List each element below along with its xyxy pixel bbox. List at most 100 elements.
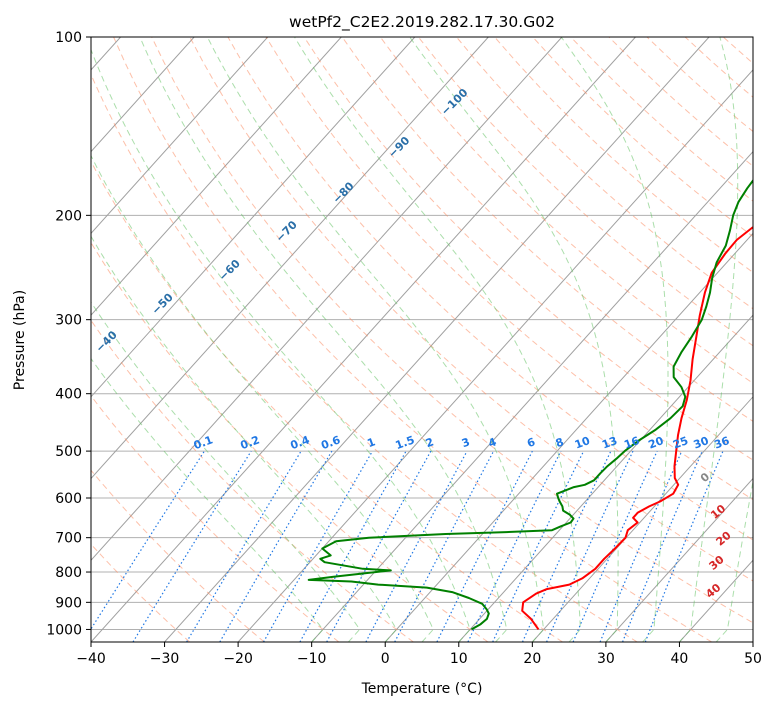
mixing-ratio-line bbox=[262, 450, 374, 642]
x-tick-label: −20 bbox=[223, 651, 253, 667]
mixing-ratio-line bbox=[546, 450, 634, 642]
dry-adiabat-label: −70 bbox=[273, 218, 300, 245]
isotherm-line bbox=[91, 37, 269, 235]
y-axis: 100 200 300 400 500 600 700 800 900 1000 bbox=[46, 30, 91, 638]
mixing-ratio-label: 30 bbox=[692, 434, 711, 452]
dry-adiabat-line bbox=[113, 37, 713, 642]
mixing-ratio-line bbox=[521, 450, 612, 642]
isotherm-line bbox=[91, 37, 489, 480]
y-tick-label: 1000 bbox=[46, 622, 82, 638]
isotherm-line bbox=[458, 314, 753, 642]
mixing-ratio-label: 1.5 bbox=[394, 433, 417, 452]
y-tick-label: 200 bbox=[55, 208, 82, 224]
dry-adiabat-label: −20 bbox=[1, 390, 28, 417]
mixing-ratio-line bbox=[326, 450, 432, 642]
y-tick-label: 600 bbox=[55, 491, 82, 507]
isotherm-line bbox=[91, 37, 342, 316]
mixing-ratio-line bbox=[132, 450, 252, 642]
isotherm-line bbox=[384, 232, 753, 642]
dry-adiabat-line bbox=[532, 37, 753, 238]
isotherm-line bbox=[164, 37, 710, 642]
mixing-ratio-line bbox=[186, 450, 302, 642]
mixing-ratio-label: 13 bbox=[600, 434, 619, 451]
dry-adiabat-line bbox=[91, 73, 638, 642]
x-tick-label: 40 bbox=[671, 651, 689, 667]
mixing-ratio-label: 25 bbox=[671, 434, 690, 451]
mixing-ratio-line bbox=[436, 450, 533, 642]
y-axis-label: Pressure (hPa) bbox=[12, 290, 28, 390]
dry-adiabat-line bbox=[91, 241, 489, 642]
mixing-ratio-line bbox=[644, 450, 724, 642]
isotherm-line bbox=[311, 150, 753, 642]
dry-adiabat-line bbox=[494, 37, 753, 274]
dry-adiabat-line bbox=[608, 37, 753, 167]
dry-adiabat-label: −100 bbox=[439, 86, 471, 118]
plot-series bbox=[307, 178, 753, 631]
mixing-ratio-label: 3 bbox=[460, 435, 472, 450]
dry-adiabat-line bbox=[265, 37, 753, 501]
dry-adiabat-line bbox=[91, 319, 414, 642]
x-tick-label: −40 bbox=[76, 651, 106, 667]
dry-adiabat-line bbox=[91, 469, 265, 642]
moist-adiabat-line bbox=[409, 37, 619, 642]
mixing-ratio-label: 0.4 bbox=[289, 433, 312, 452]
dry-adiabat-line bbox=[189, 37, 753, 582]
isotherm-line bbox=[605, 477, 753, 642]
mixing-ratio-label: 36 bbox=[712, 434, 731, 452]
x-tick-label: 10 bbox=[450, 651, 468, 667]
y-tick-label: 500 bbox=[55, 444, 82, 460]
mixing-ratio-label: 0.2 bbox=[239, 433, 262, 452]
mixing-ratio-label: 10 bbox=[573, 434, 592, 452]
mixing-ratio-line bbox=[91, 450, 205, 631]
dry-adiabat-label: −30 bbox=[49, 361, 76, 388]
mixing-ratio-label: 2 bbox=[424, 435, 436, 450]
temperature-series-line bbox=[521, 226, 753, 630]
dry-adiabat-label: −50 bbox=[149, 290, 176, 317]
moist-adiabat-line bbox=[206, 37, 545, 642]
isotherm-line bbox=[531, 396, 753, 642]
dry-adiabat-line bbox=[646, 37, 753, 133]
moist-adiabat-label: 10 bbox=[708, 502, 728, 522]
mixing-ratio-label: 20 bbox=[647, 434, 666, 452]
y-tick-label: 800 bbox=[55, 565, 82, 581]
moist-adiabat-line bbox=[715, 479, 753, 642]
moist-adiabat-label: 20 bbox=[714, 529, 734, 549]
y-tick-label: 400 bbox=[55, 387, 82, 403]
plot-frame bbox=[90, 36, 754, 643]
mixing-ratio-line bbox=[492, 450, 585, 642]
dry-adiabat-line bbox=[684, 37, 753, 98]
x-tick-label: 30 bbox=[597, 651, 615, 667]
x-axis-label: Temperature (°C) bbox=[361, 681, 483, 697]
moist-adiabat-line bbox=[91, 154, 434, 642]
dry-adiabat-label: −90 bbox=[386, 134, 413, 161]
mixing-ratio-line bbox=[622, 450, 703, 642]
mixing-ratio-label: 6 bbox=[525, 435, 537, 450]
dry-adiabat-line bbox=[456, 37, 753, 310]
moist-adiabat-line bbox=[91, 301, 361, 642]
dry-adiabat-label: −40 bbox=[93, 328, 120, 355]
isotherm-line bbox=[91, 37, 563, 562]
dry-adiabat-line bbox=[91, 395, 340, 642]
dry-adiabat-line bbox=[91, 543, 191, 642]
x-tick-label: 0 bbox=[381, 651, 390, 667]
isotherm-line bbox=[679, 559, 753, 642]
mixing-ratio-line bbox=[572, 450, 658, 642]
isotherm-line bbox=[237, 69, 753, 642]
y-tick-label: 900 bbox=[55, 595, 82, 611]
dry-adiabat-line bbox=[91, 160, 563, 642]
dry-adiabat-line bbox=[151, 37, 753, 624]
isotherm-line bbox=[91, 37, 416, 398]
y-tick-label: 700 bbox=[55, 531, 82, 547]
dewpoint-series-line bbox=[307, 178, 753, 631]
y-tick-label: 300 bbox=[55, 313, 82, 329]
isotherm-line bbox=[91, 37, 195, 153]
mixing-ratio-label: 0.6 bbox=[319, 433, 342, 452]
dry-adiabat-line bbox=[379, 37, 753, 384]
isotherm-line bbox=[752, 641, 753, 642]
dry-adiabat-line bbox=[227, 37, 753, 541]
moist-adiabat-line bbox=[679, 37, 739, 642]
moist-adiabat-line bbox=[139, 37, 508, 642]
x-tick-label: 50 bbox=[744, 651, 762, 667]
x-tick-label: 20 bbox=[523, 651, 541, 667]
